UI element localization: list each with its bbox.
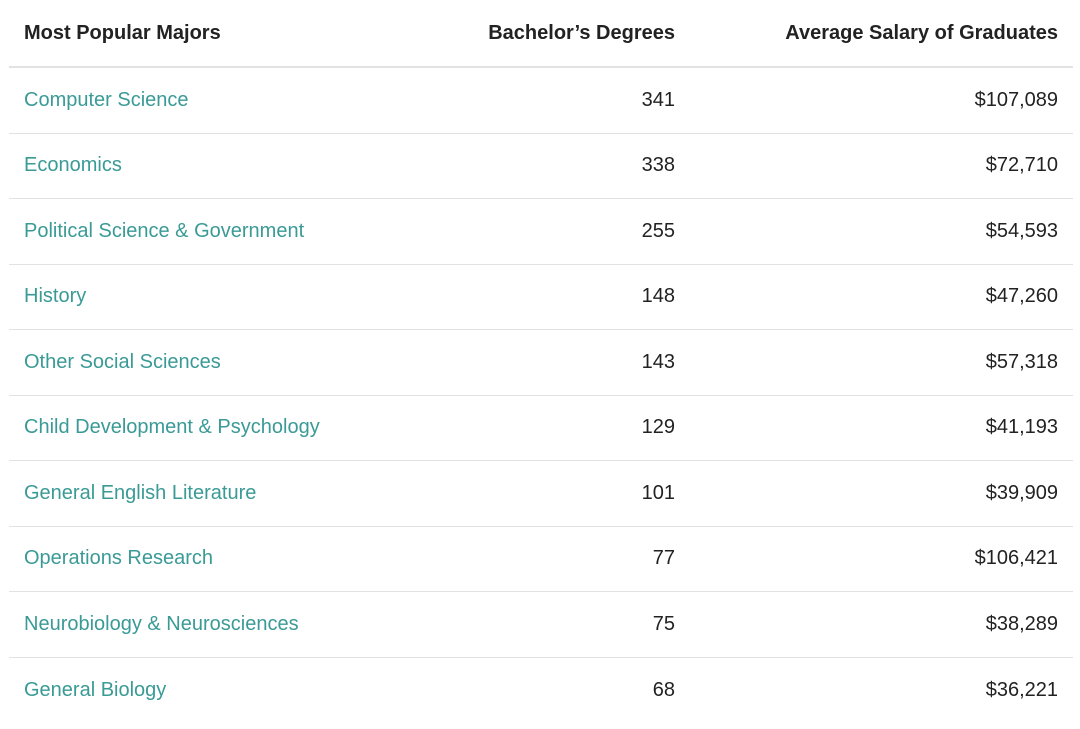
major-cell: Neurobiology & Neurosciences (9, 613, 479, 636)
salary-cell: $106,421 (974, 547, 1058, 570)
degrees-cell: 338 (641, 154, 675, 177)
degrees-cell: 77 (652, 547, 675, 570)
table-row: General Biology 68 $36,221 (9, 658, 1073, 724)
major-cell: Other Social Sciences (9, 351, 479, 374)
header-most-popular-majors: Most Popular Majors (24, 21, 221, 44)
salary-cell: $36,221 (985, 678, 1058, 701)
header-bachelors-degrees: Bachelor’s Degrees (488, 21, 675, 44)
table-row: Computer Science 341 $107,089 (9, 68, 1073, 134)
major-link[interactable]: General Biology (24, 678, 167, 701)
major-link[interactable]: Economics (24, 154, 122, 177)
salary-cell: $107,089 (974, 88, 1058, 111)
major-cell: History (9, 285, 479, 308)
salary-cell: $38,289 (985, 612, 1058, 635)
degrees-cell: 101 (641, 481, 675, 504)
degrees-cell: 129 (641, 416, 675, 439)
major-link[interactable]: Other Social Sciences (24, 350, 221, 373)
major-cell: Computer Science (9, 89, 479, 112)
degrees-cell: 341 (641, 88, 675, 111)
table-row: Other Social Sciences 143 $57,318 (9, 330, 1073, 396)
major-cell: Child Development & Psychology (9, 416, 479, 439)
major-link[interactable]: Operations Research (24, 547, 213, 570)
major-cell: General Biology (9, 679, 479, 702)
table-row: General English Literature 101 $39,909 (9, 461, 1073, 527)
major-link[interactable]: History (24, 285, 87, 308)
table-row: Operations Research 77 $106,421 (9, 527, 1073, 592)
major-link[interactable]: General English Literature (24, 481, 257, 504)
major-link[interactable]: Neurobiology & Neurosciences (24, 612, 299, 635)
major-cell: General English Literature (9, 482, 479, 505)
major-cell: Economics (9, 154, 479, 177)
table-header-row: Most Popular Majors Bachelor’s Degrees A… (9, 0, 1073, 68)
major-link[interactable]: Child Development & Psychology (24, 416, 320, 439)
table-row: Neurobiology & Neurosciences 75 $38,289 (9, 592, 1073, 658)
table-row: History 148 $47,260 (9, 265, 1073, 330)
salary-cell: $54,593 (985, 219, 1058, 242)
table-row: Child Development & Psychology 129 $41,1… (9, 396, 1073, 461)
major-link[interactable]: Computer Science (24, 88, 189, 111)
table-row: Economics 338 $72,710 (9, 134, 1073, 199)
majors-table: Most Popular Majors Bachelor’s Degrees A… (9, 0, 1073, 723)
degrees-cell: 68 (652, 678, 675, 701)
table-row: Political Science & Government 255 $54,5… (9, 199, 1073, 265)
header-average-salary: Average Salary of Graduates (785, 21, 1058, 44)
major-link[interactable]: Political Science & Government (24, 219, 305, 242)
degrees-cell: 148 (641, 285, 675, 308)
degrees-cell: 143 (641, 350, 675, 373)
degrees-cell: 255 (641, 219, 675, 242)
salary-cell: $41,193 (985, 416, 1058, 439)
salary-cell: $47,260 (985, 285, 1058, 308)
major-cell: Operations Research (9, 547, 479, 570)
salary-cell: $72,710 (985, 154, 1058, 177)
major-cell: Political Science & Government (9, 220, 479, 243)
salary-cell: $57,318 (985, 350, 1058, 373)
salary-cell: $39,909 (985, 481, 1058, 504)
degrees-cell: 75 (652, 612, 675, 635)
